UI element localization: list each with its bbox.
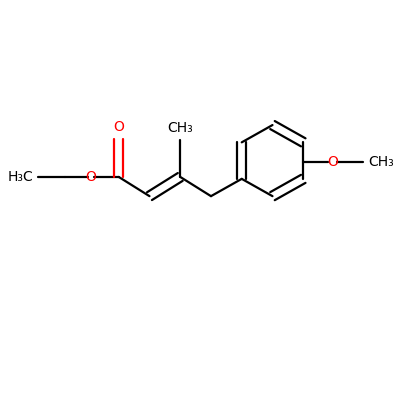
Text: O: O — [113, 120, 124, 134]
Text: O: O — [327, 154, 338, 168]
Text: CH₃: CH₃ — [368, 154, 394, 168]
Text: O: O — [85, 170, 96, 184]
Text: H₃C: H₃C — [7, 170, 33, 184]
Text: CH₃: CH₃ — [167, 122, 193, 136]
